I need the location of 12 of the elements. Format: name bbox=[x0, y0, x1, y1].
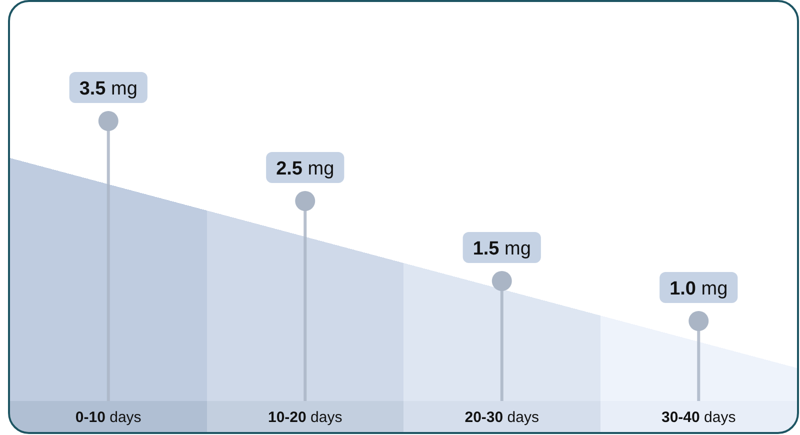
data-label: 1.5 mg bbox=[472, 238, 531, 260]
x-tick-label: 10-20 days bbox=[268, 409, 342, 426]
x-tick-label: 30-40 days bbox=[662, 409, 736, 426]
point bbox=[98, 111, 118, 131]
data-label: 1.0 mg bbox=[670, 278, 728, 300]
point bbox=[688, 311, 709, 331]
x-tick-label: 20-30 days bbox=[464, 409, 539, 426]
point bbox=[295, 191, 316, 211]
data-label: 2.5 mg bbox=[276, 158, 334, 180]
x-tick-label: 0-10 days bbox=[75, 409, 142, 426]
data-label: 3.5 mg bbox=[79, 78, 138, 100]
point bbox=[492, 271, 512, 291]
